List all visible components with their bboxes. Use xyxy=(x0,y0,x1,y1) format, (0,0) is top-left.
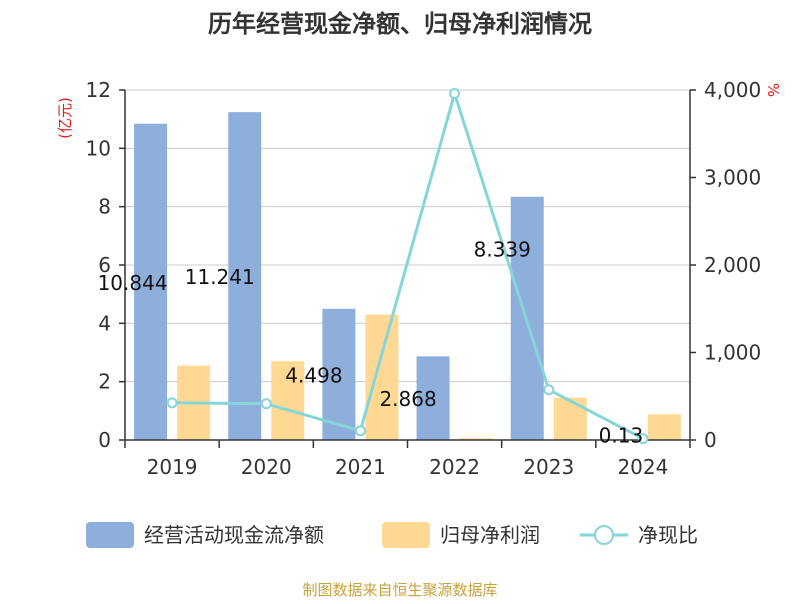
ratio-point xyxy=(166,397,178,409)
right-axis-tick-label: 4,000 xyxy=(704,78,761,102)
legend: 经营活动现金流净额 归母净利润 净现比 xyxy=(86,522,698,548)
ratio-point xyxy=(637,433,649,445)
x-axis-tick-label: 2019 xyxy=(147,455,198,479)
x-axis-tick-label: 2024 xyxy=(617,455,668,479)
legend-swatch-cash-flow xyxy=(86,522,134,548)
right-axis-tick-label: 2,000 xyxy=(704,253,761,277)
bar-data-label: 11.241 xyxy=(185,265,255,289)
bars xyxy=(134,112,681,440)
bar-data-label: 10.844 xyxy=(98,271,168,295)
bar xyxy=(134,123,168,440)
left-axis-tick-label: 12 xyxy=(86,78,111,102)
legend-swatch-ratio-marker xyxy=(594,525,614,545)
bar xyxy=(228,112,262,440)
chart-title: 历年经营现金净额、归母净利润情况 xyxy=(208,10,592,38)
bar-data-label: 2.868 xyxy=(379,387,436,411)
line-data-label: 0.13 xyxy=(599,424,644,448)
left-axis-tick-label: 6 xyxy=(98,253,111,277)
right-axis-tick-label: 0 xyxy=(704,428,717,452)
ratio-line-path xyxy=(172,88,644,441)
left-axis-tick-label: 4 xyxy=(98,311,111,335)
left-axis-tick-label: 10 xyxy=(86,136,111,160)
left-axis-tick-label: 8 xyxy=(98,195,111,219)
ratio-point xyxy=(354,425,366,437)
bar xyxy=(271,361,305,440)
axes: 0 2 4 6 8 10 12 0 1,000 2,000 3,000 4,000 2019 2020 20… xyxy=(86,78,762,479)
legend-label-ratio: 净现比 xyxy=(638,523,698,547)
legend-label-net-profit: 归母净利润 xyxy=(440,523,540,547)
left-axis-tick-label: 2 xyxy=(98,370,111,394)
bar-data-label: 4.498 xyxy=(285,363,342,387)
bar xyxy=(365,314,399,440)
ratio-point xyxy=(260,398,272,410)
legend-swatch-net-profit xyxy=(382,522,430,548)
source-note: 制图数据来自恒生聚源数据库 xyxy=(302,581,497,599)
bar xyxy=(553,397,587,440)
grid-lines xyxy=(125,89,690,383)
ratio-line xyxy=(166,88,649,445)
data-labels: 10.844 11.241 4.498 2.868 8.339 0.13 xyxy=(98,237,644,447)
x-axis-tick-label: 2023 xyxy=(523,455,574,479)
bar-data-label: 8.339 xyxy=(474,237,531,261)
right-axis-tick-label: 1,000 xyxy=(704,341,761,365)
bar xyxy=(416,356,450,440)
x-axis-tick-label: 2021 xyxy=(335,455,386,479)
bar xyxy=(322,308,356,440)
x-axis-tick-label: 2022 xyxy=(429,455,480,479)
bar xyxy=(647,414,681,440)
left-axis-unit: (亿元) xyxy=(56,97,74,139)
x-axis-tick-label: 2020 xyxy=(241,455,292,479)
right-axis-tick-label: 3,000 xyxy=(704,166,761,190)
ratio-point xyxy=(449,88,461,99)
legend-label-cash-flow: 经营活动现金流净额 xyxy=(144,523,324,547)
bar xyxy=(459,438,493,440)
left-axis-tick-label: 0 xyxy=(98,428,111,452)
right-axis-unit: % xyxy=(764,83,782,97)
ratio-point xyxy=(543,384,555,396)
